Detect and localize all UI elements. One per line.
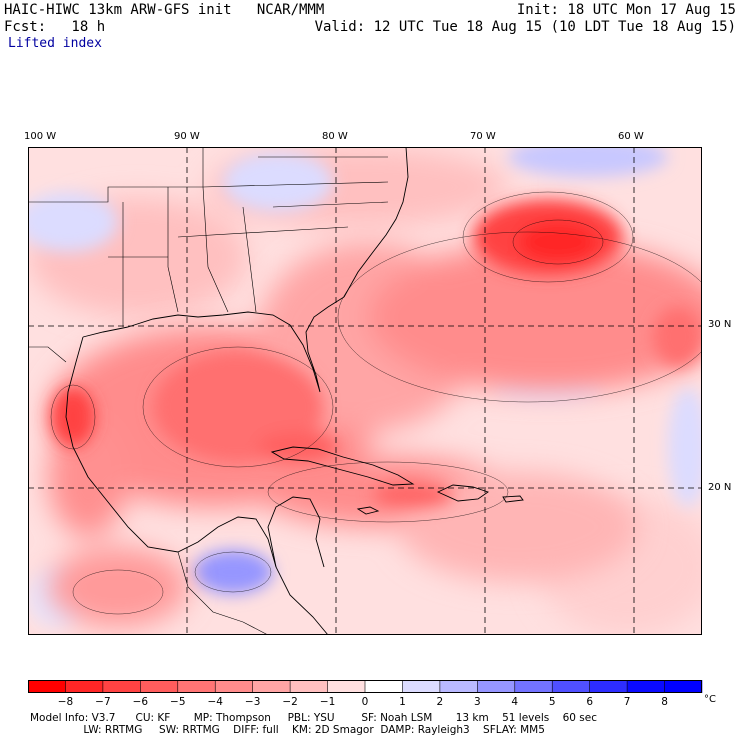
- us-gulf-coast-line: [82, 296, 345, 393]
- colorbar-swatch: [552, 680, 590, 693]
- colorbar-swatch: [514, 680, 553, 693]
- lon-label-100w: 100 W: [24, 131, 57, 142]
- valid-time: Valid: 12 UTC Tue 18 Aug 15 (10 LDT Tue …: [314, 19, 736, 35]
- yucatan-coast-line: [267, 496, 325, 568]
- colorbar-tick-label: −7: [95, 696, 110, 708]
- lat-label-20n: 20 N: [708, 482, 732, 493]
- colorbar-tick-label: 2: [437, 696, 444, 708]
- lon-label-80w: 80 W: [322, 131, 348, 142]
- colorbar-tick-label: 4: [511, 696, 518, 708]
- colorbar-tick-label: 5: [549, 696, 556, 708]
- colorbar-tick-label: −4: [207, 696, 223, 708]
- atlantic-coast-line: [343, 147, 409, 298]
- colorbar-swatch: [65, 680, 104, 693]
- colorbar-tick-label: 6: [586, 696, 593, 708]
- colorbar-swatch: [327, 680, 366, 693]
- colorbar-swatch: [102, 680, 141, 693]
- field-name: Lifted index: [8, 36, 102, 51]
- islands: [270, 446, 524, 515]
- colorbar-swatch: [477, 680, 516, 693]
- colorbar-swatch: [290, 680, 328, 693]
- lifted-index-colorbar: −8 −7 −6 −5 −4 −3 −2 −1 0 1 2 3 4 5 6 7 8 °C: [28, 680, 716, 708]
- colorbar-tick-label: 1: [399, 696, 406, 708]
- colorbar-tick-label: 8: [661, 696, 668, 708]
- colorbar-tick-label: 3: [474, 696, 481, 708]
- lifted-index-map: [28, 147, 702, 635]
- state-boundaries: [28, 147, 389, 327]
- colorbar-tick-label: −8: [58, 696, 73, 708]
- colorbar-tick-label: 7: [624, 696, 631, 708]
- model-title: HAIC-HIWC 13km ARW-GFS init NCAR/MMM: [4, 2, 325, 18]
- hispaniola-outline: [436, 484, 489, 502]
- puerto-rico-outline: [502, 495, 524, 503]
- colorbar-swatch: [177, 680, 216, 693]
- colorbar-tick-label: −3: [245, 696, 260, 708]
- colorbar-swatch: [402, 680, 441, 693]
- lat-label-30n: 30 N: [708, 319, 732, 330]
- colorbar-swatch: [439, 680, 478, 693]
- contour-lines: [50, 191, 702, 615]
- lon-label-60w: 60 W: [618, 131, 644, 142]
- colorbar-swatch: [365, 680, 403, 693]
- colorbar-tick-label: 0: [362, 696, 369, 708]
- colorbar-swatch: [664, 680, 703, 693]
- country-boundaries: [28, 346, 269, 635]
- colorbar-tick-label: −5: [170, 696, 185, 708]
- lon-label-90w: 90 W: [174, 131, 200, 142]
- colorbar-swatch: [252, 680, 291, 693]
- colorbar-tick-label: −1: [320, 696, 335, 708]
- cuba-outline: [270, 446, 415, 486]
- colorbar-unit: °C: [704, 694, 716, 705]
- strong-instability: [51, 199, 702, 507]
- jamaica-outline: [356, 506, 380, 515]
- colorbar-swatch: [140, 680, 179, 693]
- map-frame: [28, 147, 702, 635]
- lat-lon-grid: [28, 147, 702, 635]
- colorbar-swatch: [627, 680, 665, 693]
- forecast-hour: Fcst: 18 h: [4, 19, 106, 35]
- model-info-line-1: Model Info: V3.7 CU: KF MP: Thompson PBL…: [30, 712, 597, 724]
- lon-label-70w: 70 W: [470, 131, 496, 142]
- colorbar-tick-label: −6: [133, 696, 149, 708]
- colorbar-swatch: [28, 680, 66, 693]
- colorbar-tick-label: −2: [282, 696, 297, 708]
- colorbar-swatch: [215, 680, 253, 693]
- colorbar-swatch: [589, 680, 628, 693]
- model-info-line-2: LW: RRTMG SW: RRTMG DIFF: full KM: 2D Sm…: [30, 724, 545, 736]
- init-time: Init: 18 UTC Mon 17 Aug 15: [516, 2, 736, 18]
